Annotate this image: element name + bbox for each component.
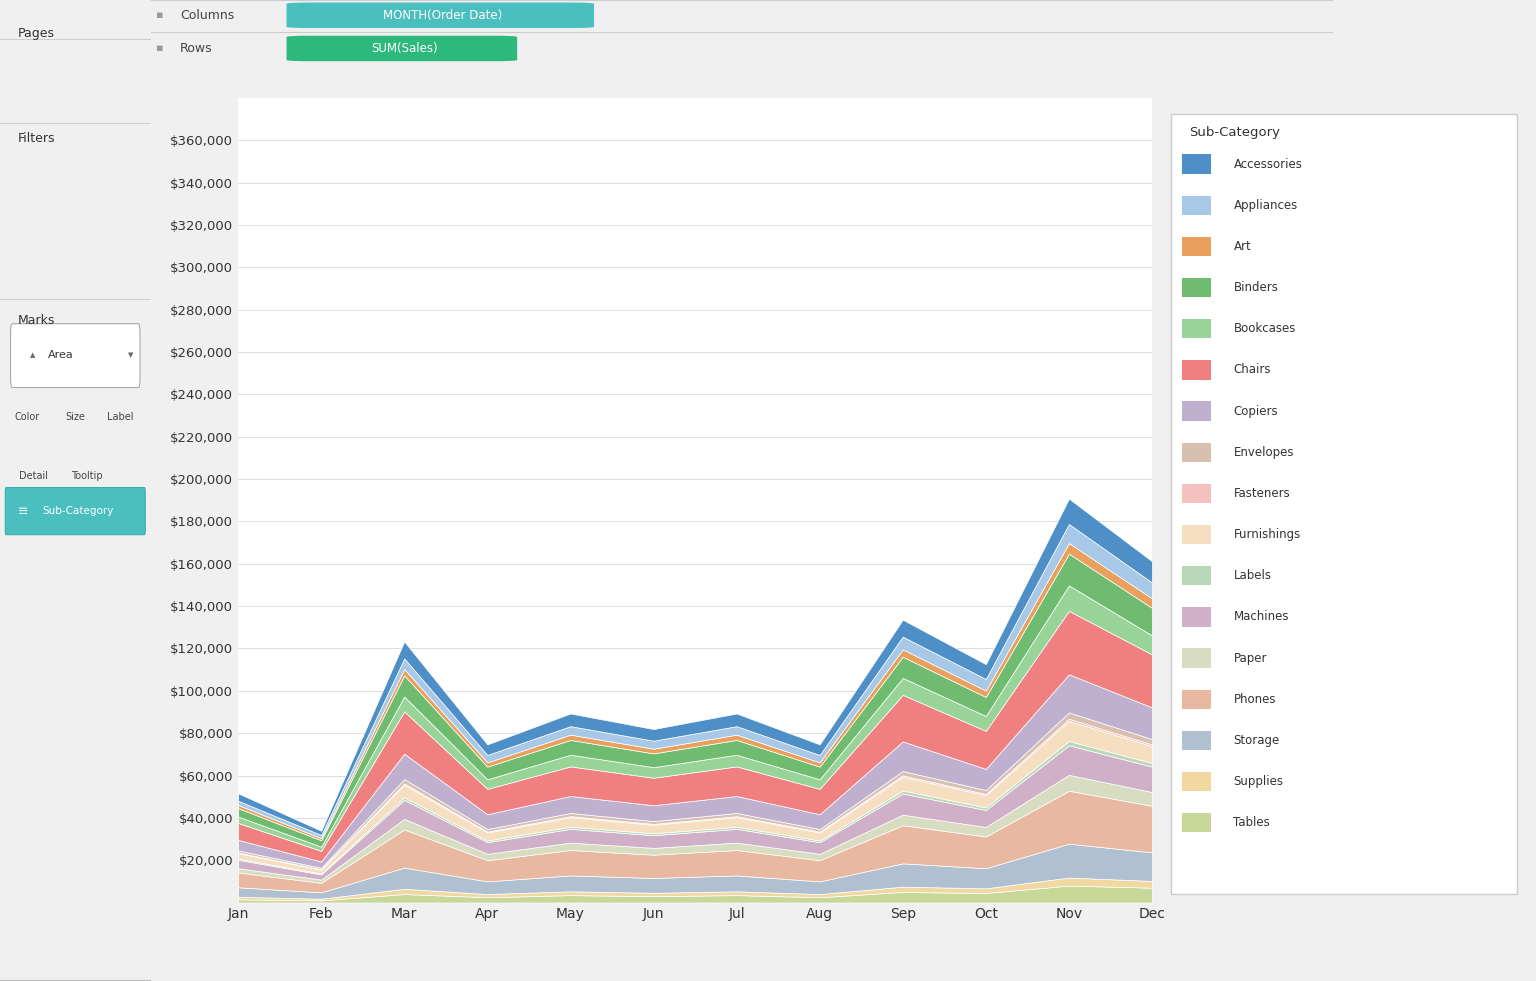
Bar (1181, 731, 1212, 750)
Text: Storage: Storage (1233, 734, 1279, 747)
Bar (1181, 525, 1212, 544)
Text: Sub-Category: Sub-Category (43, 506, 114, 516)
Text: ▲: ▲ (31, 352, 35, 358)
Text: Size: Size (66, 412, 84, 422)
Text: Sub-Category: Sub-Category (1189, 127, 1279, 139)
Text: Tooltip: Tooltip (72, 471, 103, 481)
Text: ▪: ▪ (157, 43, 164, 53)
Text: SUM(Sales): SUM(Sales) (372, 42, 438, 55)
Bar (1181, 607, 1212, 627)
Text: Bookcases: Bookcases (1233, 322, 1296, 336)
Bar (1181, 401, 1212, 421)
FancyBboxPatch shape (287, 35, 518, 61)
Text: Tables: Tables (1233, 816, 1270, 829)
FancyBboxPatch shape (11, 324, 140, 387)
Text: Color: Color (14, 412, 40, 422)
Text: Filters: Filters (18, 132, 55, 145)
Text: Appliances: Appliances (1233, 199, 1298, 212)
Bar (1181, 195, 1212, 215)
Text: Machines: Machines (1233, 610, 1289, 623)
Bar (1181, 442, 1212, 462)
Bar (1181, 813, 1212, 833)
Text: Copiers: Copiers (1233, 404, 1278, 418)
Bar (1181, 648, 1212, 668)
Bar (1181, 278, 1212, 297)
Bar (1181, 484, 1212, 503)
Text: Phones: Phones (1233, 693, 1276, 705)
Text: ▪: ▪ (157, 11, 164, 21)
Bar (1181, 319, 1212, 338)
Text: Accessories: Accessories (1233, 158, 1303, 171)
Text: Columns: Columns (180, 9, 235, 22)
Bar (1181, 566, 1212, 586)
Bar (1181, 690, 1212, 709)
Text: Area: Area (48, 350, 74, 360)
Text: Fasteners: Fasteners (1233, 487, 1290, 500)
Bar (1181, 154, 1212, 174)
Text: Pages: Pages (18, 27, 55, 40)
Text: Binders: Binders (1233, 282, 1278, 294)
Text: Detail: Detail (18, 471, 48, 481)
Text: Furnishings: Furnishings (1233, 528, 1301, 542)
Bar (1181, 772, 1212, 792)
Bar (1181, 360, 1212, 380)
FancyBboxPatch shape (5, 488, 146, 535)
Text: Marks: Marks (18, 314, 55, 327)
FancyBboxPatch shape (287, 3, 594, 28)
Text: Label: Label (108, 412, 134, 422)
Text: Labels: Labels (1233, 569, 1272, 583)
Text: Envelopes: Envelopes (1233, 445, 1293, 459)
Text: Paper: Paper (1233, 651, 1267, 664)
Text: Art: Art (1233, 240, 1252, 253)
Text: Chairs: Chairs (1233, 363, 1270, 377)
Text: Supplies: Supplies (1233, 775, 1284, 788)
FancyBboxPatch shape (1170, 114, 1518, 895)
Text: ▼: ▼ (127, 352, 134, 358)
Bar (1181, 236, 1212, 256)
Text: Rows: Rows (180, 42, 212, 55)
Text: ≡: ≡ (18, 504, 29, 518)
Text: MONTH(Order Date): MONTH(Order Date) (382, 9, 502, 22)
